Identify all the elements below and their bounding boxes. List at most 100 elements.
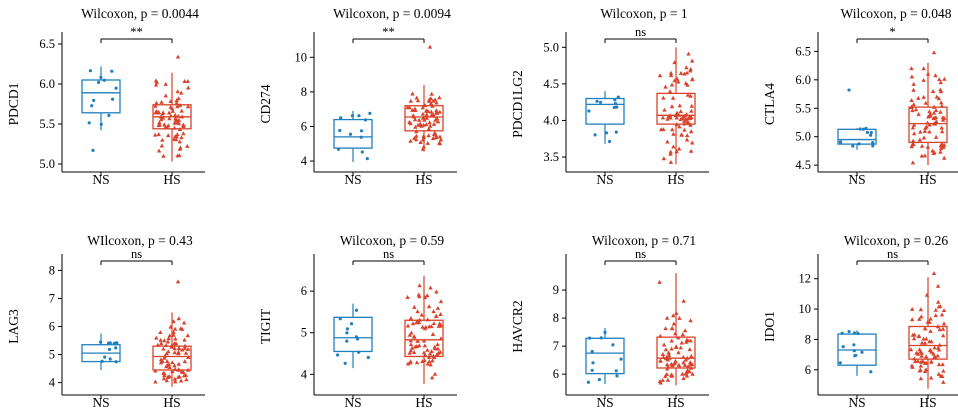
iqr-box — [81, 79, 121, 114]
data-point — [933, 313, 938, 318]
data-point — [927, 339, 932, 344]
data-point — [421, 338, 427, 343]
y-tick-label: 6 — [805, 363, 811, 377]
data-point — [156, 132, 161, 137]
data-point — [919, 340, 925, 345]
data-point — [154, 335, 159, 340]
data-point — [603, 330, 607, 334]
data-point — [685, 119, 690, 124]
data-point — [674, 311, 679, 315]
y-axis-label: CTLA4 — [762, 83, 777, 125]
data-point — [103, 355, 107, 359]
data-point — [909, 105, 914, 109]
data-point — [939, 100, 944, 105]
y-tick-label: 5.5 — [795, 101, 811, 115]
data-point — [414, 129, 419, 134]
data-point — [925, 71, 931, 76]
data-point — [164, 378, 169, 383]
data-point — [420, 105, 425, 110]
outlier-point — [175, 54, 181, 59]
data-point — [180, 347, 185, 352]
data-point — [114, 86, 118, 90]
data-point — [421, 144, 426, 149]
data-point — [597, 377, 602, 382]
data-point — [172, 350, 177, 355]
data-point — [916, 334, 921, 339]
data-point — [599, 100, 603, 104]
data-point — [663, 326, 668, 331]
data-point — [677, 315, 682, 320]
outlier-point — [91, 148, 95, 152]
data-point — [925, 144, 931, 149]
data-point — [922, 360, 928, 365]
data-point — [415, 338, 420, 343]
data-point — [172, 125, 177, 130]
data-point — [185, 367, 191, 372]
data-point — [429, 91, 434, 96]
data-point — [667, 89, 673, 94]
data-point — [176, 375, 181, 379]
data-point — [167, 333, 172, 338]
data-point — [92, 98, 96, 102]
y-tick-label: 4.0 — [543, 113, 559, 127]
data-point — [915, 358, 921, 363]
data-point — [588, 336, 592, 340]
data-point — [157, 122, 162, 127]
data-point — [591, 361, 595, 365]
data-point — [669, 372, 675, 377]
data-point — [937, 77, 942, 82]
data-point — [430, 358, 435, 363]
x-tick-label-ns: NS — [848, 172, 865, 187]
data-point — [421, 350, 427, 355]
data-point — [684, 70, 690, 75]
data-point — [910, 125, 916, 130]
data-point — [936, 362, 942, 367]
data-point — [422, 295, 428, 299]
data-point — [658, 358, 663, 363]
data-point — [663, 84, 668, 89]
data-point — [918, 129, 923, 134]
y-tick-label: 10 — [295, 50, 308, 64]
data-point — [919, 314, 924, 319]
data-point — [684, 373, 690, 378]
data-point — [345, 339, 349, 343]
x-tick-label-hs: HS — [667, 395, 684, 410]
data-point — [666, 352, 672, 357]
data-point — [415, 98, 421, 103]
data-point — [676, 335, 681, 340]
significance-label: ns — [131, 247, 142, 261]
panel-ctla4: Wilcoxon, p = 0.048 4.5 5.0 5.5 6.0 6.5 CTLA4 N… — [762, 6, 958, 187]
data-point — [940, 129, 945, 134]
data-point — [932, 115, 937, 120]
data-point — [422, 343, 428, 348]
data-point — [854, 353, 858, 357]
y-tick-label: 6.0 — [39, 77, 55, 91]
panel-title: Wilcoxon, p = 1 — [600, 6, 687, 21]
data-point — [413, 344, 418, 349]
data-point — [676, 146, 682, 151]
data-point — [615, 105, 619, 109]
data-point — [407, 105, 412, 110]
data-point — [928, 111, 933, 116]
data-point — [670, 363, 675, 367]
data-point — [688, 148, 694, 153]
data-point — [183, 373, 189, 377]
y-tick-label: 6.0 — [795, 73, 811, 87]
data-point — [405, 361, 411, 366]
data-point — [420, 146, 426, 151]
data-point — [661, 355, 666, 359]
data-point — [919, 143, 925, 148]
data-point — [154, 100, 159, 105]
data-point — [153, 368, 158, 373]
data-point — [428, 285, 433, 290]
data-point — [159, 99, 164, 104]
panel-title: Wilcoxon, p = 0.59 — [340, 233, 444, 248]
data-point — [676, 350, 681, 355]
data-point — [171, 330, 176, 334]
data-point — [931, 351, 936, 356]
data-point — [438, 323, 444, 328]
data-point — [666, 114, 671, 119]
outlier-point — [931, 271, 937, 276]
data-point — [685, 338, 691, 343]
data-point — [429, 375, 435, 380]
